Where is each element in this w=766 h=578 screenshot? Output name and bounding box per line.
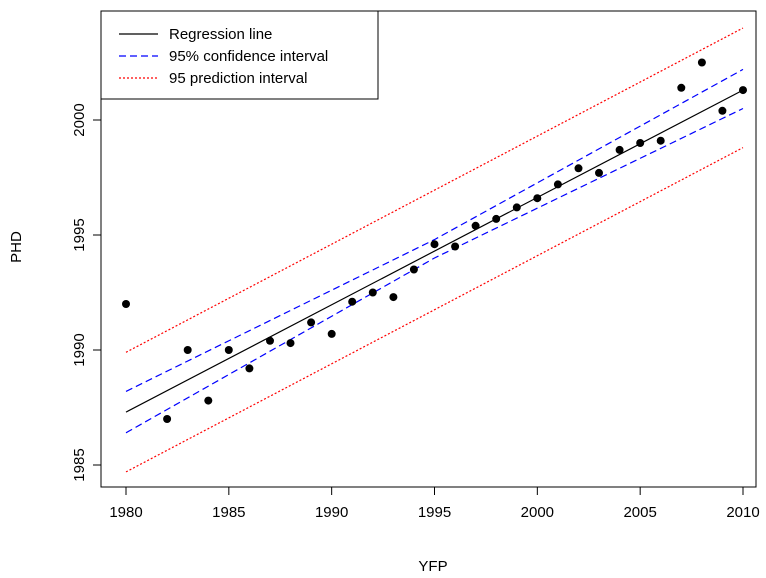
data-point xyxy=(183,346,192,354)
y-tick-label: 1995 xyxy=(71,218,88,251)
interval-lines xyxy=(125,27,744,473)
x-tick-label: 2000 xyxy=(521,504,554,521)
x-tick-label: 1980 xyxy=(109,504,142,521)
data-point xyxy=(533,194,542,203)
legend-box xyxy=(100,10,379,100)
data-point xyxy=(286,339,295,348)
regression-line xyxy=(125,89,744,413)
data-point xyxy=(224,346,233,354)
data-point xyxy=(389,293,398,302)
data-point xyxy=(122,300,130,308)
data-point xyxy=(327,329,336,338)
data-point xyxy=(409,265,418,274)
x-tick-label: 2005 xyxy=(623,504,656,521)
legend-label-confidence: 95% confidence interval xyxy=(169,48,328,65)
data-points xyxy=(122,58,747,423)
data-point xyxy=(492,214,501,223)
data-point xyxy=(697,58,706,67)
prediction-upper-line xyxy=(125,27,744,353)
legend-label-regression: Regression line xyxy=(169,26,272,43)
data-point xyxy=(245,364,254,373)
data-point xyxy=(266,336,274,345)
data-point xyxy=(718,106,727,115)
data-point xyxy=(163,415,172,423)
y-tick-label: 2000 xyxy=(71,103,88,136)
data-point xyxy=(595,168,603,177)
data-point xyxy=(348,297,357,306)
data-point xyxy=(553,180,562,189)
x-tick-label: 2010 xyxy=(726,504,759,521)
x-axis-title: YFP xyxy=(418,558,447,575)
data-point xyxy=(430,240,439,249)
data-point xyxy=(471,221,480,230)
y-axis-title: PHD xyxy=(8,231,25,263)
prediction-lower-line xyxy=(125,147,744,473)
y-tick-label: 1985 xyxy=(71,448,88,481)
confidence-lower-line xyxy=(125,107,744,434)
x-axis: 1980 1985 1990 1995 2000 2005 2010 xyxy=(109,486,760,521)
x-tick-label: 1990 xyxy=(315,504,348,521)
y-axis: 1985 1990 1995 2000 xyxy=(71,103,102,482)
confidence-upper-line xyxy=(125,68,744,392)
x-tick-label: 1985 xyxy=(212,504,245,521)
data-point xyxy=(451,242,460,251)
data-point xyxy=(615,145,624,154)
data-point xyxy=(368,288,377,297)
x-tick-label: 1995 xyxy=(418,504,451,521)
data-point xyxy=(656,136,665,145)
data-point xyxy=(307,318,316,327)
regression-line-group xyxy=(125,89,744,413)
data-point xyxy=(512,203,521,212)
legend: Regression line 95% confidence interval … xyxy=(100,10,379,100)
data-point xyxy=(677,83,686,92)
data-point xyxy=(204,396,213,405)
y-tick-label: 1990 xyxy=(71,333,88,366)
legend-label-prediction: 95 prediction interval xyxy=(169,70,307,87)
data-point xyxy=(636,139,645,147)
data-point xyxy=(739,86,747,95)
data-point xyxy=(574,164,583,173)
